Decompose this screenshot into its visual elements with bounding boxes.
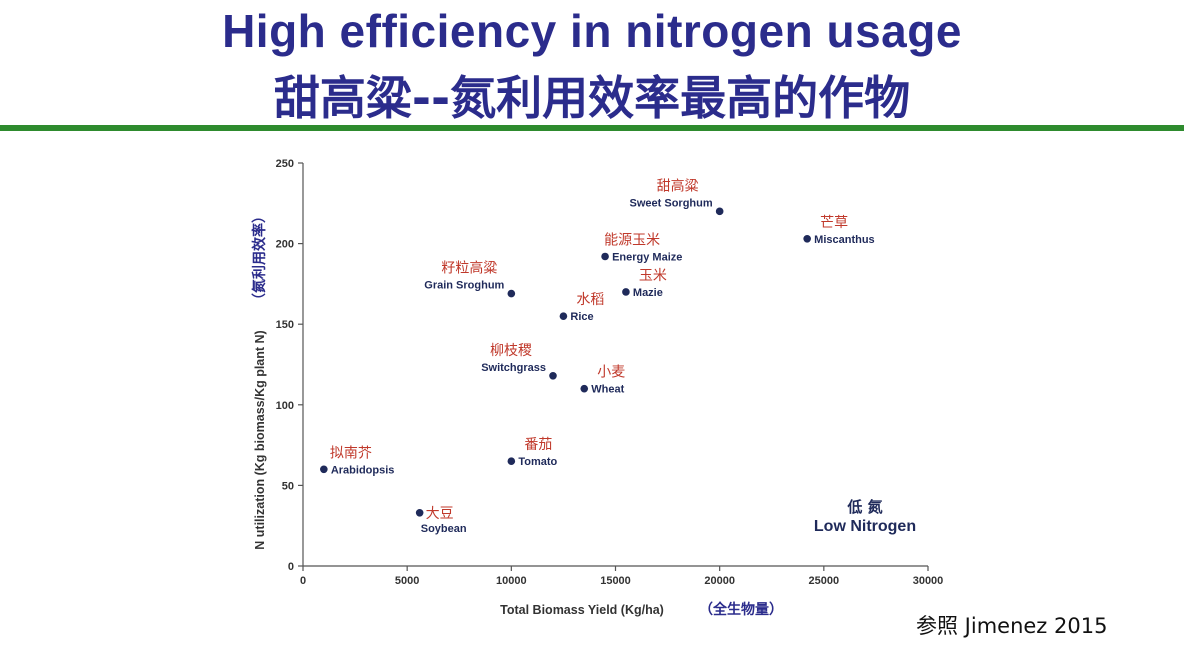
y-tick-label: 200: [276, 239, 294, 251]
data-point-label: Grain Sroghum: [424, 280, 504, 292]
x-axis-label: Total Biomass Yield (Kg/ha): [500, 603, 664, 617]
data-point: [507, 289, 516, 298]
data-point-group: Miscanthus 芒草: [803, 215, 875, 246]
chart-axes: 0 5000 10000 15000 20000 25000 30000 0 50 100 150…: [276, 158, 944, 587]
x-tick-label: 30000: [913, 575, 944, 587]
y-tick-label: 150: [276, 319, 294, 331]
data-point-label-chinese: 甜高粱: [657, 177, 699, 194]
data-point: [415, 509, 424, 517]
data-point-label-chinese: 能源玉米: [604, 232, 660, 248]
data-point-label-chinese: 芒草: [820, 215, 848, 231]
data-point-group: Mazie 玉米: [622, 268, 667, 299]
reference-citation: 参照 Jimenez 2015: [916, 614, 1108, 638]
data-point-label: Mazie: [633, 287, 663, 299]
data-point-label: Miscanthus: [814, 234, 875, 246]
x-tick-label: 25000: [809, 575, 840, 587]
y-tick-label: 0: [288, 561, 294, 573]
data-point-group: Arabidopsis 拟南芥: [320, 445, 394, 476]
x-axis-ticks: 0 5000 10000 15000 20000 25000 30000: [300, 566, 943, 587]
data-point-label-chinese: 小麦: [597, 365, 625, 381]
data-point-label: Rice: [570, 311, 593, 323]
data-point: [715, 207, 724, 216]
x-axis-label-chinese: （全生物量）: [699, 601, 783, 618]
data-point-group: Energy Maize 能源玉米: [601, 232, 682, 263]
data-point-group: Sweet Sorghum 甜高粱: [630, 177, 724, 216]
data-point-label-chinese: 水稻: [576, 292, 604, 308]
data-point-label: Wheat: [591, 384, 624, 396]
y-axis-ticks: 0 50 100 150 200 250: [276, 158, 303, 573]
data-point-label: Switchgrass: [481, 362, 546, 374]
y-tick-label: 50: [282, 480, 294, 492]
data-point-group: Switchgrass 柳枝稷: [481, 342, 557, 380]
data-point-label: Soybean: [421, 523, 467, 535]
data-point: [507, 457, 516, 466]
data-point-label: Energy Maize: [612, 251, 682, 263]
y-axis-label: N utilization (Kg biomass/Kg plant N): [253, 330, 267, 549]
data-point-label-chinese: 柳枝稷: [490, 342, 532, 359]
slide-title-chinese: 甜高粱--氮利用效率最高的作物: [273, 71, 911, 125]
data-point: [580, 384, 589, 393]
data-points: Sweet Sorghum 甜高粱 Miscanthus 芒草 Energy Maize…: [320, 177, 875, 535]
x-tick-label: 10000: [496, 575, 527, 587]
data-point: [320, 465, 328, 474]
data-point: [601, 252, 609, 261]
data-point-label-chinese: 大豆: [426, 506, 454, 522]
x-tick-label: 15000: [600, 575, 631, 587]
x-tick-label: 20000: [704, 575, 735, 587]
data-point-label-chinese: 番茄: [524, 436, 552, 453]
x-tick-label: 0: [300, 575, 306, 587]
low-nitrogen-annotation: Low Nitrogen: [814, 518, 916, 535]
data-point: [622, 288, 630, 296]
title-divider: [0, 125, 1184, 131]
data-point-label: Arabidopsis: [331, 464, 395, 476]
data-point: [549, 371, 557, 380]
low-nitrogen-annotation-chinese: 低 氮: [846, 498, 882, 516]
data-point-group: Grain Sroghum 籽粒高粱: [424, 260, 516, 298]
x-tick-label: 5000: [395, 575, 419, 587]
y-tick-label: 100: [276, 400, 294, 412]
data-point-group: Tomato 番茄: [507, 436, 558, 468]
data-point-group: Rice 水稻: [559, 292, 604, 323]
y-tick-label: 250: [276, 158, 294, 170]
y-axis-label-chinese: （氮利用效率）: [251, 209, 268, 307]
data-point-label-chinese: 玉米: [639, 268, 667, 284]
data-point-label-chinese: 拟南芥: [330, 445, 372, 461]
data-point-label-chinese: 籽粒高粱: [441, 260, 497, 277]
data-point: [559, 312, 568, 320]
data-point-label: Sweet Sorghum: [630, 197, 713, 209]
slide-title-english: High efficiency in nitrogen usage: [222, 5, 962, 57]
data-point-group: Wheat 小麦: [580, 365, 625, 396]
data-point: [803, 234, 811, 243]
data-point-label: Tomato: [518, 456, 557, 468]
